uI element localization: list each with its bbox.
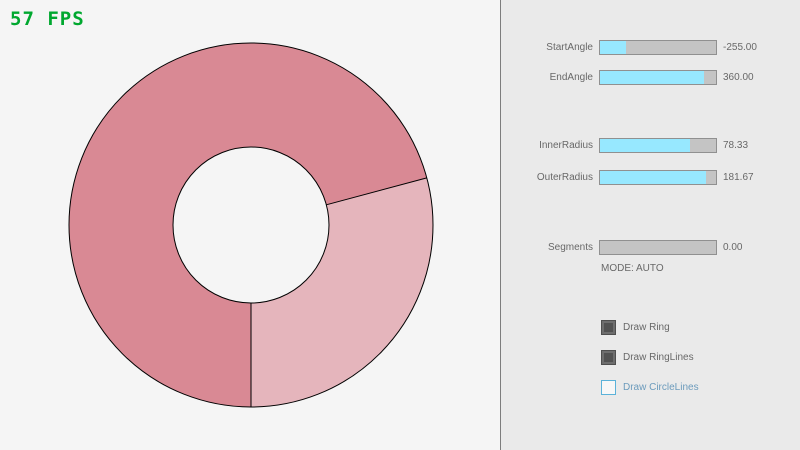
slider-row-startangle: StartAngle -255.00 bbox=[501, 40, 800, 55]
innerradius-slider-fill bbox=[600, 139, 691, 152]
startangle-slider[interactable] bbox=[599, 40, 717, 55]
ring-sector-light bbox=[251, 177, 434, 407]
draw-circlelines-label: Draw CircleLines bbox=[623, 382, 699, 393]
startangle-label: StartAngle bbox=[546, 42, 593, 53]
outerradius-value: 181.67 bbox=[723, 172, 754, 183]
segments-slider[interactable] bbox=[599, 240, 717, 255]
draw-ringlines-checkbox[interactable] bbox=[601, 350, 616, 365]
segments-label: Segments bbox=[547, 242, 593, 253]
slider-row-innerradius: InnerRadius 78.33 bbox=[501, 138, 800, 153]
ring-preview bbox=[68, 42, 434, 408]
startangle-slider-fill bbox=[600, 41, 626, 54]
controls-panel: StartAngle -255.00 EndAngle 360.00 Inner… bbox=[500, 0, 800, 450]
draw-ring-label: Draw Ring bbox=[623, 322, 670, 333]
slider-row-outerradius: OuterRadius 181.67 bbox=[501, 170, 800, 185]
segments-mode-text: MODE: AUTO bbox=[601, 263, 664, 274]
draw-circlelines-checkbox[interactable] bbox=[601, 380, 616, 395]
fps-counter: 57 FPS bbox=[10, 8, 85, 30]
innerradius-slider[interactable] bbox=[599, 138, 717, 153]
slider-row-endangle: EndAngle 360.00 bbox=[501, 70, 800, 85]
draw-ring-checkbox[interactable] bbox=[601, 320, 616, 335]
endangle-slider[interactable] bbox=[599, 70, 717, 85]
ring-sector-dark bbox=[69, 43, 427, 408]
ring-start-line bbox=[326, 177, 427, 206]
endangle-value: 360.00 bbox=[723, 72, 754, 83]
outerradius-slider-fill bbox=[600, 171, 706, 184]
endangle-slider-fill bbox=[600, 71, 705, 84]
endangle-label: EndAngle bbox=[549, 72, 593, 83]
innerradius-value: 78.33 bbox=[723, 140, 749, 151]
ring-inner-line bbox=[172, 146, 330, 304]
segments-value: 0.00 bbox=[723, 242, 743, 253]
startangle-value: -255.00 bbox=[723, 42, 757, 53]
slider-row-segments: Segments 0.00 bbox=[501, 240, 800, 255]
draw-ringlines-label: Draw RingLines bbox=[623, 352, 694, 363]
innerradius-label: InnerRadius bbox=[539, 140, 593, 151]
outerradius-slider[interactable] bbox=[599, 170, 717, 185]
outerradius-label: OuterRadius bbox=[536, 172, 593, 183]
